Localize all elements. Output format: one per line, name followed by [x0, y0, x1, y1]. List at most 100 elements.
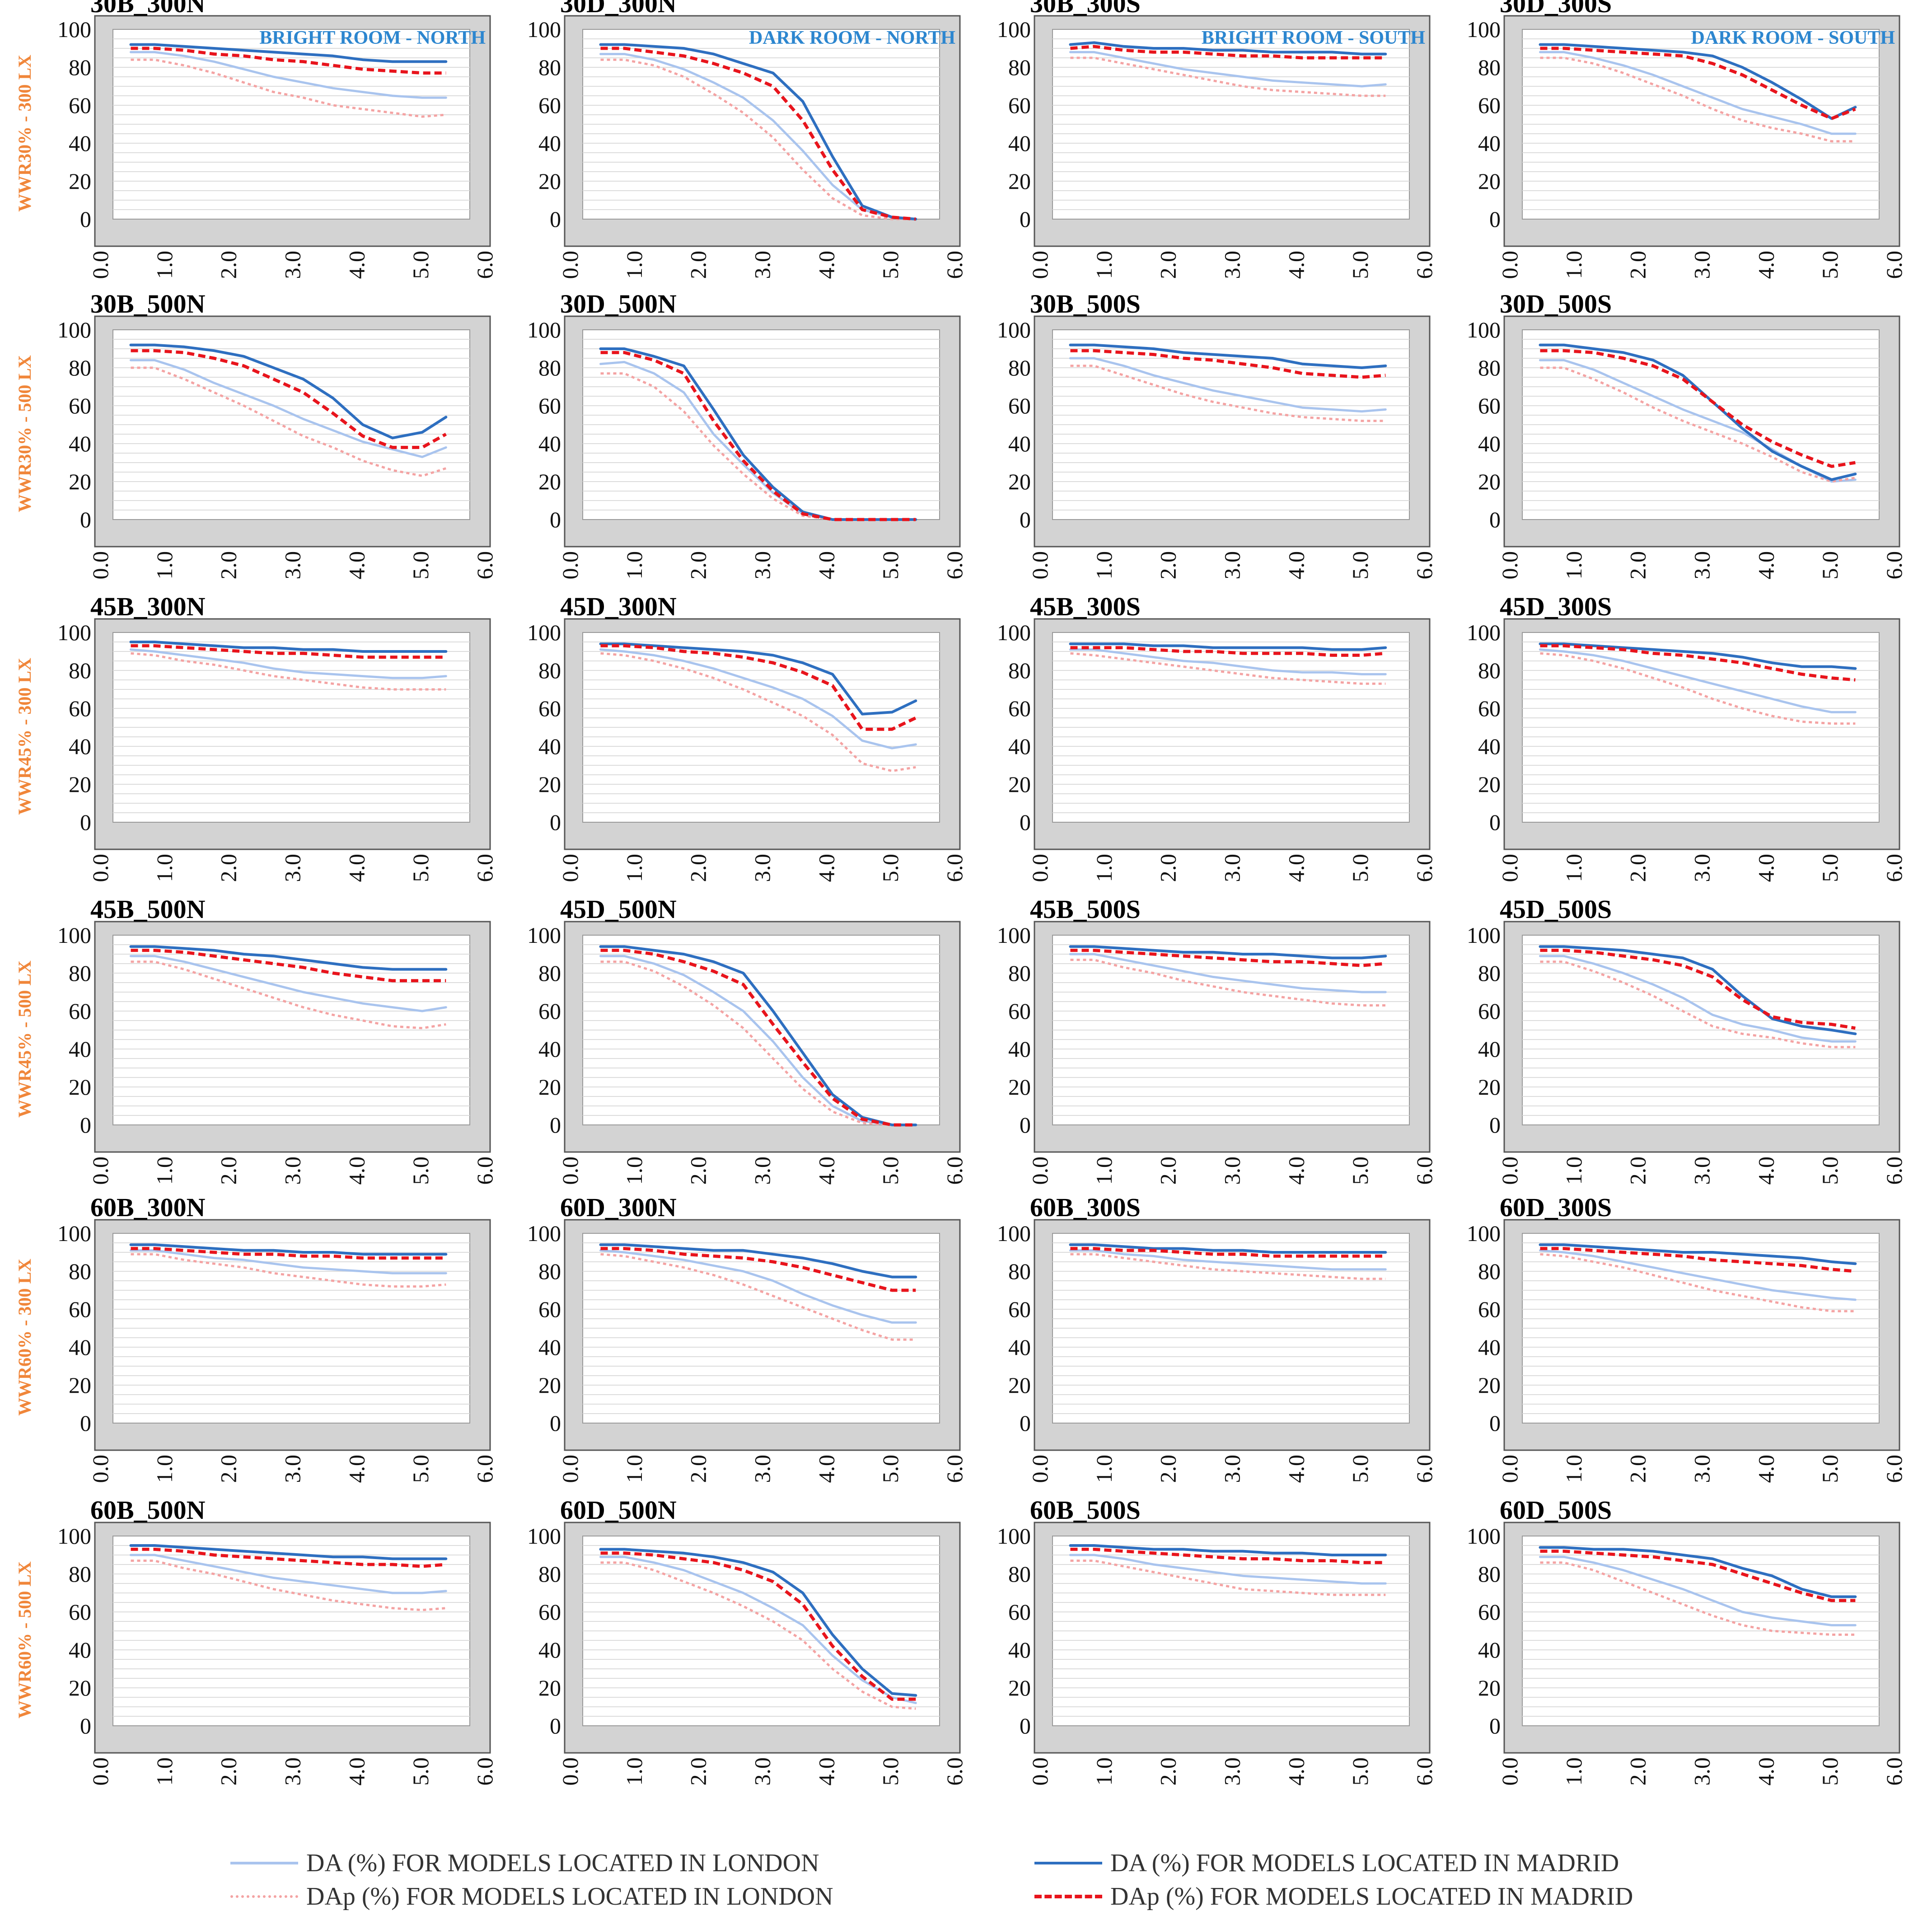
- series-line-dap-madrid: [600, 47, 916, 221]
- y-tick-label: 20: [1478, 169, 1501, 194]
- panel-title: 45B_300S: [1030, 592, 1141, 621]
- x-tick-label: 0.0: [1027, 551, 1053, 580]
- x-tick-label: 4.0: [1283, 854, 1309, 882]
- y-tick-label: 60: [538, 393, 561, 418]
- y-tick-label: 0: [1020, 1713, 1031, 1738]
- x-tick-label: 3.0: [750, 251, 775, 279]
- y-tick-label: 60: [1008, 1599, 1031, 1625]
- y-tick-label: 40: [1478, 131, 1501, 156]
- legend-swatch-da-london: [230, 1862, 298, 1864]
- y-tick-label: 0: [1489, 507, 1501, 532]
- x-tick-label: 5.0: [1817, 551, 1843, 580]
- y-tick-label: 100: [997, 1221, 1031, 1246]
- x-tick-label: 3.0: [750, 854, 775, 882]
- y-tick-label: 100: [527, 17, 561, 42]
- x-tick-label: 6.0: [942, 854, 967, 882]
- y-tick-label: 20: [1008, 469, 1031, 494]
- series-line-dap-london: [1070, 365, 1386, 422]
- y-tick-label: 100: [527, 923, 561, 948]
- x-tick-label: 4.0: [344, 1757, 369, 1786]
- y-tick-label: 20: [1478, 1675, 1501, 1700]
- y-tick-label: 100: [527, 317, 561, 342]
- series-line-da-london: [1539, 648, 1857, 713]
- x-tick-label: 5.0: [1817, 854, 1843, 882]
- series-line-dap-london: [131, 58, 446, 118]
- x-tick-label: 5.0: [878, 251, 903, 279]
- x-tick-label: 1.0: [622, 854, 647, 882]
- y-tick-label: 0: [1020, 206, 1031, 232]
- x-tick-label: 5.0: [408, 1455, 433, 1483]
- panel-30d-500s: 0 20 40 60 80 100 0.0 1.0 2.0 3.0 4.0 5.0 6.0 30D_500…: [1467, 289, 1907, 580]
- y-tick-label: 0: [1020, 1112, 1031, 1138]
- series-line-dap-madrid: [600, 351, 916, 521]
- y-tick-label: 40: [538, 131, 561, 156]
- x-tick-label: 2.0: [1625, 1757, 1651, 1786]
- y-tick-label: 40: [538, 1335, 561, 1360]
- series-line-dap-london: [600, 58, 916, 220]
- x-tick-label: 3.0: [1220, 551, 1245, 580]
- series-line-dap-madrid: [600, 1247, 916, 1292]
- panel-title: 45D_300S: [1500, 592, 1612, 621]
- x-tick-label: 0.0: [1497, 551, 1522, 580]
- x-tick-label: 0.0: [1497, 1157, 1522, 1185]
- x-tick-label: 4.0: [1753, 1157, 1778, 1185]
- y-tick-label: 0: [550, 206, 561, 232]
- panel-title: 60B_300N: [90, 1193, 206, 1222]
- y-tick-label: 0: [1489, 206, 1501, 232]
- series-line-dap-madrid: [1070, 349, 1386, 379]
- x-tick-label: 3.0: [1689, 251, 1715, 279]
- y-tick-label: 60: [538, 696, 561, 721]
- x-tick-label: 0.0: [1027, 251, 1053, 279]
- x-tick-label: 1.0: [152, 1157, 177, 1185]
- x-tick-label: 1.0: [152, 251, 177, 279]
- series-line-dap-london: [131, 366, 447, 477]
- panel-45d-500n: 0 20 40 60 80 100 0.0 1.0 2.0 3.0 4.0 5.0 6.0 45D_500…: [527, 895, 967, 1185]
- series-line-dap-london: [131, 1253, 446, 1288]
- series-line-da-london: [130, 955, 447, 1012]
- y-tick-label: 100: [527, 1221, 561, 1246]
- row-label: WWR60% - 300 LX: [14, 1259, 35, 1416]
- x-tick-label: 2.0: [1625, 1157, 1651, 1185]
- y-tick-label: 100: [997, 1523, 1031, 1549]
- panel-title: 45B_300N: [90, 592, 206, 621]
- panel-45d-300n: 0 20 40 60 80 100 0.0 1.0 2.0 3.0 4.0 5.0 6.0 45D_300…: [527, 592, 967, 882]
- x-tick-label: 0.0: [1027, 854, 1053, 882]
- x-tick-label: 6.0: [1412, 854, 1437, 882]
- series-line-dap-madrid: [1540, 1247, 1856, 1273]
- legend-label-dap-madrid: DAp (%) FOR MODELS LOCATED IN MADRID: [1110, 1883, 1633, 1911]
- x-tick-label: 6.0: [1412, 1157, 1437, 1185]
- x-tick-label: 5.0: [1817, 1157, 1843, 1185]
- panel-title: 45B_500N: [90, 895, 206, 924]
- x-tick-label: 2.0: [216, 1455, 241, 1483]
- panel-60b-500s: 0 20 40 60 80 100 0.0 1.0 2.0 3.0 4.0 5.0 6.0 60B_500…: [997, 1495, 1437, 1786]
- x-tick-label: 3.0: [1689, 1157, 1715, 1185]
- x-tick-label: 1.0: [622, 551, 647, 580]
- y-tick-label: 60: [69, 1599, 91, 1625]
- panel-60d-500n: 0 20 40 60 80 100 0.0 1.0 2.0 3.0 4.0 5.0 6.0 60D_500…: [527, 1495, 967, 1786]
- x-tick-label: 6.0: [942, 251, 967, 279]
- x-tick-label: 3.0: [1220, 1157, 1245, 1185]
- x-tick-label: 5.0: [1817, 1757, 1843, 1786]
- y-tick-label: 60: [69, 393, 91, 418]
- x-tick-label: 1.0: [622, 1757, 647, 1786]
- panel-title: 30B_500S: [1030, 289, 1141, 318]
- x-tick-label: 6.0: [1881, 551, 1907, 580]
- x-tick-label: 5.0: [408, 551, 433, 580]
- series-line-da-madrid: [1069, 945, 1387, 960]
- y-tick-label: 60: [538, 998, 561, 1024]
- series-line-dap-london: [1070, 56, 1386, 97]
- y-tick-label: 80: [1008, 1259, 1031, 1284]
- x-tick-label: 6.0: [1412, 1455, 1437, 1483]
- series-line-da-london: [130, 359, 447, 458]
- y-tick-label: 60: [538, 93, 561, 118]
- y-tick-label: 40: [538, 1036, 561, 1062]
- x-tick-label: 3.0: [280, 1455, 305, 1483]
- y-tick-label: 20: [1008, 1372, 1031, 1398]
- y-tick-label: 40: [69, 734, 91, 759]
- y-tick-label: 40: [69, 1036, 91, 1062]
- panel-30b-500n: 0 20 40 60 80 100 0.0 1.0 2.0 3.0 4.0 5.0 6.0 30B_500…: [57, 289, 497, 580]
- x-tick-label: 1.0: [1091, 251, 1117, 279]
- panel-45b-300s: 0 20 40 60 80 100 0.0 1.0 2.0 3.0 4.0 5.0 6.0 45B_300…: [997, 592, 1437, 882]
- series-line-da-madrid: [1069, 642, 1387, 651]
- small-multiples-figure: 0 20 40 60 80 100 0.0 1.0 2.0 3.0 4.0 5.0 6.0 30B_300…: [14, 0, 1907, 1786]
